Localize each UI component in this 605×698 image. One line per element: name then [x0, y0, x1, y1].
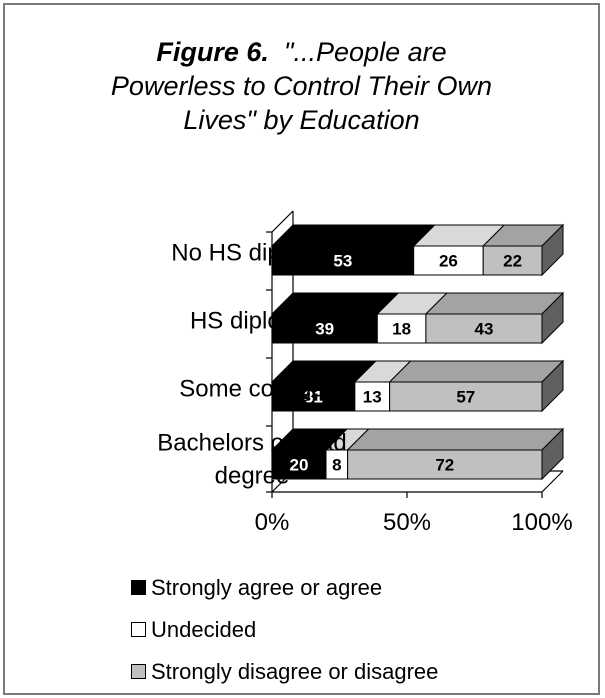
bar-side-face: [541, 291, 564, 345]
legend-item: Undecided: [131, 617, 256, 643]
title-line-2: Powerless to Control Their Own: [110, 71, 493, 101]
bar-value-label: 72: [435, 456, 454, 475]
bar-group: 31 13 57: [270, 359, 565, 413]
bar-value-label: 22: [503, 252, 522, 271]
x-axis-depth-right: [541, 470, 564, 493]
bar-value-label: 13: [363, 388, 382, 407]
bar-side-face: [541, 427, 564, 481]
category-label: Some college: [179, 376, 324, 403]
title-line-1: "...People are: [283, 37, 447, 67]
bar-value-label: 8: [332, 456, 341, 475]
category-label: No HS diploma: [171, 240, 333, 267]
figure-label: Figure 6.: [156, 37, 269, 67]
x-tick-label: 0%: [255, 509, 290, 536]
category-label: Bachelors or grad: [157, 430, 346, 457]
bar-group: 39 18 43: [270, 291, 565, 345]
bar-segment: [347, 449, 543, 480]
bar-top-face: [424, 292, 565, 315]
legend-swatch: [131, 663, 146, 679]
bar-value-label: 31: [304, 388, 323, 407]
x-tick-label: 50%: [383, 509, 431, 536]
y-axis-depth-top: [271, 210, 294, 233]
category-label: HS diploma: [190, 308, 315, 335]
bar-value-label: 43: [474, 320, 493, 339]
bar-value-label: 53: [333, 252, 352, 271]
legend-item: Strongly disagree or disagree: [131, 659, 438, 685]
bar-segment: [354, 381, 391, 412]
chart-frame: Figure 6. "...People are Powerless to Co…: [3, 3, 600, 695]
legend-label: Strongly agree or agree: [151, 575, 383, 600]
bar-value-label: 26: [439, 252, 458, 271]
legend-label: Undecided: [151, 617, 257, 642]
x-tick-label: 100%: [511, 509, 572, 536]
bar-top-face: [388, 360, 565, 383]
legend-item: Strongly agree or agree: [131, 575, 382, 601]
bar-value-label: 57: [456, 388, 475, 407]
legend-swatch: [131, 579, 146, 595]
bar-value-label: 18: [392, 320, 411, 339]
bar-segment: [271, 313, 378, 344]
bar-side-face: [541, 223, 564, 277]
category-label: degree: [215, 463, 290, 490]
bar-value-label: 39: [315, 320, 334, 339]
bar-top-face: [346, 428, 565, 451]
chart-title: Figure 6. "...People are Powerless to Co…: [5, 35, 598, 137]
title-line-3: Lives" by Education: [183, 105, 420, 135]
bar-side-face: [541, 359, 564, 413]
bar-group: 20 8 72: [270, 427, 565, 481]
bar-segment: [271, 381, 356, 412]
bar-chart: 0% 50% 100% 53 26 22 No HS diploma 39 18 43 HS dip…: [157, 210, 573, 536]
legend-swatch: [131, 621, 146, 637]
bar-segment: [413, 245, 484, 276]
bar-group: 53 26 22: [270, 223, 565, 277]
legend-label: Strongly disagree or disagree: [151, 659, 439, 684]
bar-value-label: 20: [290, 456, 309, 475]
bar-segment: [271, 245, 415, 276]
